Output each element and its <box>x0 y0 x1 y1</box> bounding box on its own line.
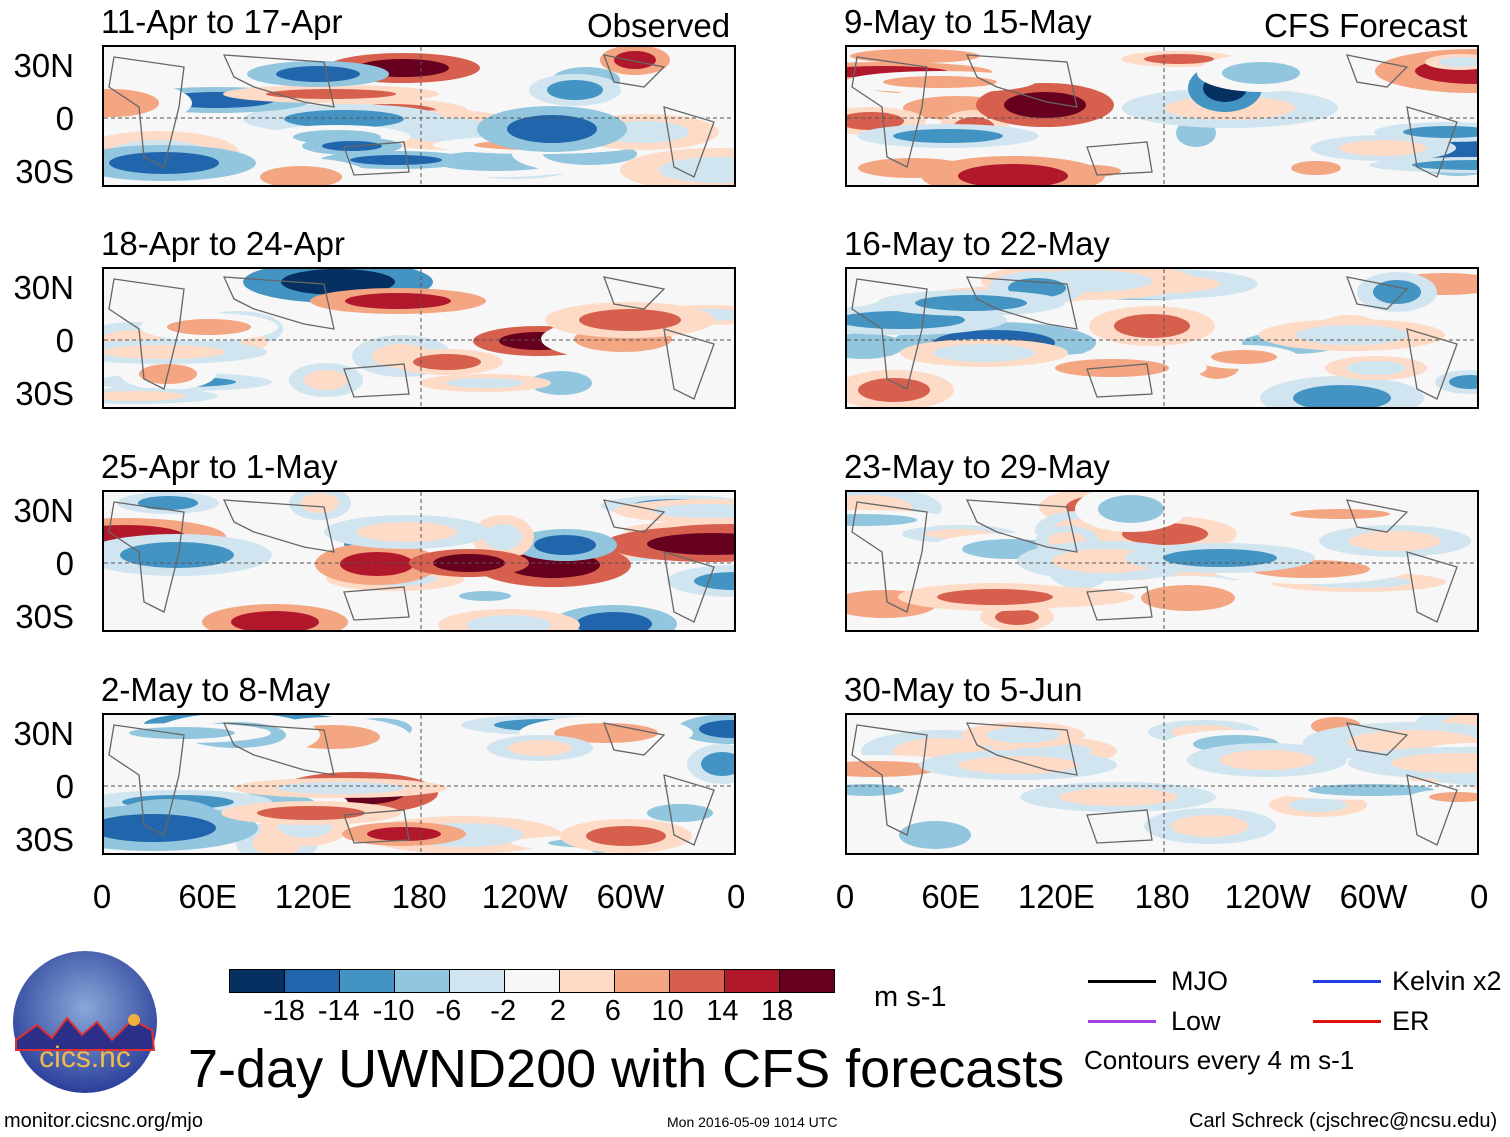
lat-label: 30S <box>15 375 74 412</box>
panel-title: 18-Apr to 24-Apr <box>101 225 345 262</box>
lon-label: 0 <box>727 878 746 915</box>
lon-label: 120W <box>1224 878 1311 915</box>
colorbar-label: 2 <box>549 995 567 1027</box>
forecast-header: CFS Forecast <box>1264 7 1468 44</box>
coastlines <box>851 54 1458 178</box>
footer-url[interactable]: monitor.cicsnc.org/mjo <box>4 1110 203 1132</box>
cics-logo: cics.nc <box>12 950 158 1094</box>
legend-mjo-line <box>1088 980 1156 983</box>
lon-label: 0 <box>92 878 112 915</box>
panel-title: 25-Apr to 1-May <box>101 448 338 485</box>
lon-label: 120W <box>481 878 568 915</box>
panel-title: 2-May to 8-May <box>101 671 331 708</box>
coastlines <box>108 499 715 623</box>
lon-label: 60W <box>1339 878 1408 915</box>
forecast-map-panel <box>845 267 1479 409</box>
observed-map-panel <box>102 45 736 187</box>
coastlines <box>851 499 1458 623</box>
forecast-map-panel <box>845 713 1479 855</box>
panel-title: 23-May to 29-May <box>844 448 1110 485</box>
colorbar-label: -10 <box>372 995 415 1027</box>
observed-map-panel <box>102 713 736 855</box>
colorbar-swatch <box>450 970 505 992</box>
colorbar-label: 10 <box>651 995 684 1027</box>
colorbar-label: -2 <box>490 995 517 1027</box>
colorbar-label: -6 <box>435 995 462 1027</box>
lon-label: 60W <box>596 878 665 915</box>
panel-title: 30-May to 5-Jun <box>844 671 1083 708</box>
observed-header: Observed <box>587 7 731 44</box>
lon-label: 60E <box>921 878 981 915</box>
colorbar-swatch <box>615 970 670 992</box>
colorbar-swatch <box>340 970 395 992</box>
legend-kelvin-label: Kelvin x2 <box>1392 966 1502 996</box>
lon-label: 0 <box>835 878 855 915</box>
observed-map-panel <box>102 267 736 409</box>
lat-label: 30S <box>15 153 74 190</box>
lon-label: 180 <box>1134 878 1190 915</box>
lon-label: 0 <box>1470 878 1489 915</box>
legend-er-label: ER <box>1392 1006 1430 1036</box>
colorbar-swatch <box>560 970 615 992</box>
figure-title: 7-day UWND200 with CFS forecasts <box>188 1039 1065 1099</box>
panel-title: 9-May to 15-May <box>844 3 1092 40</box>
colorbar-swatch <box>230 970 285 992</box>
observed-map-panel <box>102 490 736 632</box>
panel-title: 11-Apr to 17-Apr <box>101 3 343 40</box>
coastlines <box>851 276 1458 400</box>
colorbar-swatch <box>725 970 780 992</box>
lon-label: 60E <box>178 878 238 915</box>
colorbar-swatch <box>285 970 340 992</box>
colorbar-label: 18 <box>761 995 794 1027</box>
legend-low-label: Low <box>1171 1006 1221 1036</box>
lat-label: 30S <box>15 598 74 635</box>
lat-label: 30N <box>13 715 74 752</box>
colorbar <box>229 969 835 993</box>
colorbar-label: 14 <box>706 995 739 1027</box>
colorbar-label: -18 <box>263 995 305 1027</box>
forecast-map-panel <box>845 45 1479 187</box>
panel-title: 16-May to 22-May <box>844 225 1110 262</box>
lon-label: 120E <box>1017 878 1095 915</box>
lat-label: 0 <box>55 545 74 582</box>
lat-label: 30N <box>13 47 74 84</box>
footer-author: Carl Schreck (cjschrec@ncsu.edu) <box>1189 1110 1498 1132</box>
lat-label: 0 <box>55 100 74 137</box>
forecast-map-panel <box>845 490 1479 632</box>
colorbar-swatch <box>670 970 725 992</box>
legend-mjo-label: MJO <box>1171 966 1228 996</box>
legend-low-line <box>1088 1020 1156 1023</box>
colorbar-units: m s-1 <box>874 981 947 1013</box>
footer-timestamp: Mon 2016-05-09 1014 UTC <box>667 1114 838 1130</box>
lat-label: 30N <box>13 269 74 306</box>
lat-label: 30S <box>15 821 74 858</box>
colorbar-swatch <box>395 970 450 992</box>
lon-label: 120E <box>274 878 352 915</box>
lat-label: 0 <box>55 322 74 359</box>
colorbar-swatch <box>505 970 560 992</box>
lat-label: 0 <box>55 768 74 805</box>
contour-note: Contours every 4 m s-1 <box>1084 1045 1355 1075</box>
lat-label: 30N <box>13 492 74 529</box>
colorbar-label: 6 <box>604 995 621 1027</box>
coastlines <box>108 276 715 400</box>
coastlines <box>851 722 1458 846</box>
colorbar-swatch <box>780 970 834 992</box>
legend-kelvin-line <box>1313 980 1381 983</box>
lon-label: 180 <box>391 878 447 915</box>
coastlines <box>108 54 715 178</box>
colorbar-label: -14 <box>317 995 360 1027</box>
svg-text:cics.nc: cics.nc <box>39 1041 131 1074</box>
coastlines <box>108 722 715 846</box>
legend-er-line <box>1313 1020 1381 1023</box>
